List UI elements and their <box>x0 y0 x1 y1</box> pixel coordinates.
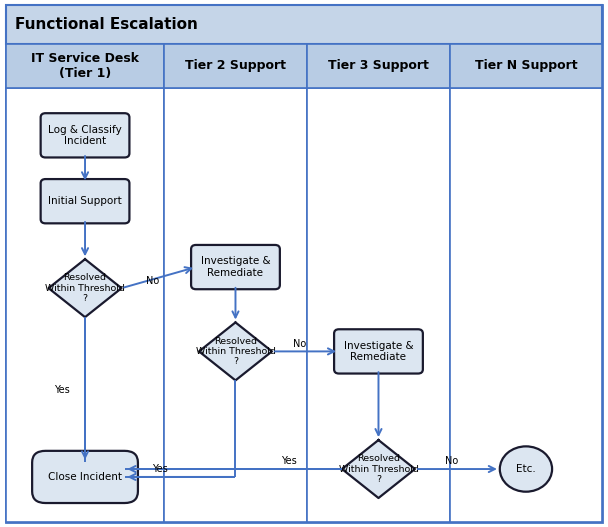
Text: Investigate &
Remediate: Investigate & Remediate <box>201 256 271 278</box>
Bar <box>307 44 450 88</box>
FancyBboxPatch shape <box>191 245 280 289</box>
Bar <box>450 88 602 522</box>
Text: No: No <box>146 276 159 286</box>
Bar <box>6 88 164 522</box>
FancyBboxPatch shape <box>334 329 423 374</box>
Polygon shape <box>49 259 122 317</box>
Text: Functional Escalation: Functional Escalation <box>15 17 198 32</box>
Text: No: No <box>444 456 458 465</box>
Text: IT Service Desk
(Tier 1): IT Service Desk (Tier 1) <box>31 52 139 80</box>
Polygon shape <box>342 440 415 498</box>
FancyBboxPatch shape <box>41 113 130 158</box>
Text: No: No <box>293 339 306 349</box>
Text: Yes: Yes <box>153 464 168 473</box>
Text: Tier N Support: Tier N Support <box>475 60 577 72</box>
Bar <box>307 88 450 522</box>
Text: Log & Classify
Incident: Log & Classify Incident <box>48 124 122 146</box>
Text: Yes: Yes <box>54 385 70 395</box>
Polygon shape <box>199 323 272 380</box>
Bar <box>6 44 164 88</box>
Bar <box>6 5 602 44</box>
Bar <box>164 88 307 522</box>
Bar <box>450 44 602 88</box>
Text: Investigate &
Remediate: Investigate & Remediate <box>344 340 413 362</box>
Text: Yes: Yes <box>281 456 297 465</box>
Bar <box>164 44 307 88</box>
Text: Close Incident: Close Incident <box>48 472 122 482</box>
FancyBboxPatch shape <box>41 179 130 223</box>
Text: Etc.: Etc. <box>516 464 536 474</box>
Text: Resolved
Within Threshold
?: Resolved Within Threshold ? <box>196 337 275 366</box>
Text: Tier 2 Support: Tier 2 Support <box>185 60 286 72</box>
Text: Tier 3 Support: Tier 3 Support <box>328 60 429 72</box>
FancyBboxPatch shape <box>32 451 138 503</box>
Text: Resolved
Within Threshold
?: Resolved Within Threshold ? <box>45 274 125 303</box>
Circle shape <box>500 446 552 492</box>
Text: Initial Support: Initial Support <box>48 196 122 206</box>
Text: Resolved
Within Threshold
?: Resolved Within Threshold ? <box>339 454 418 484</box>
